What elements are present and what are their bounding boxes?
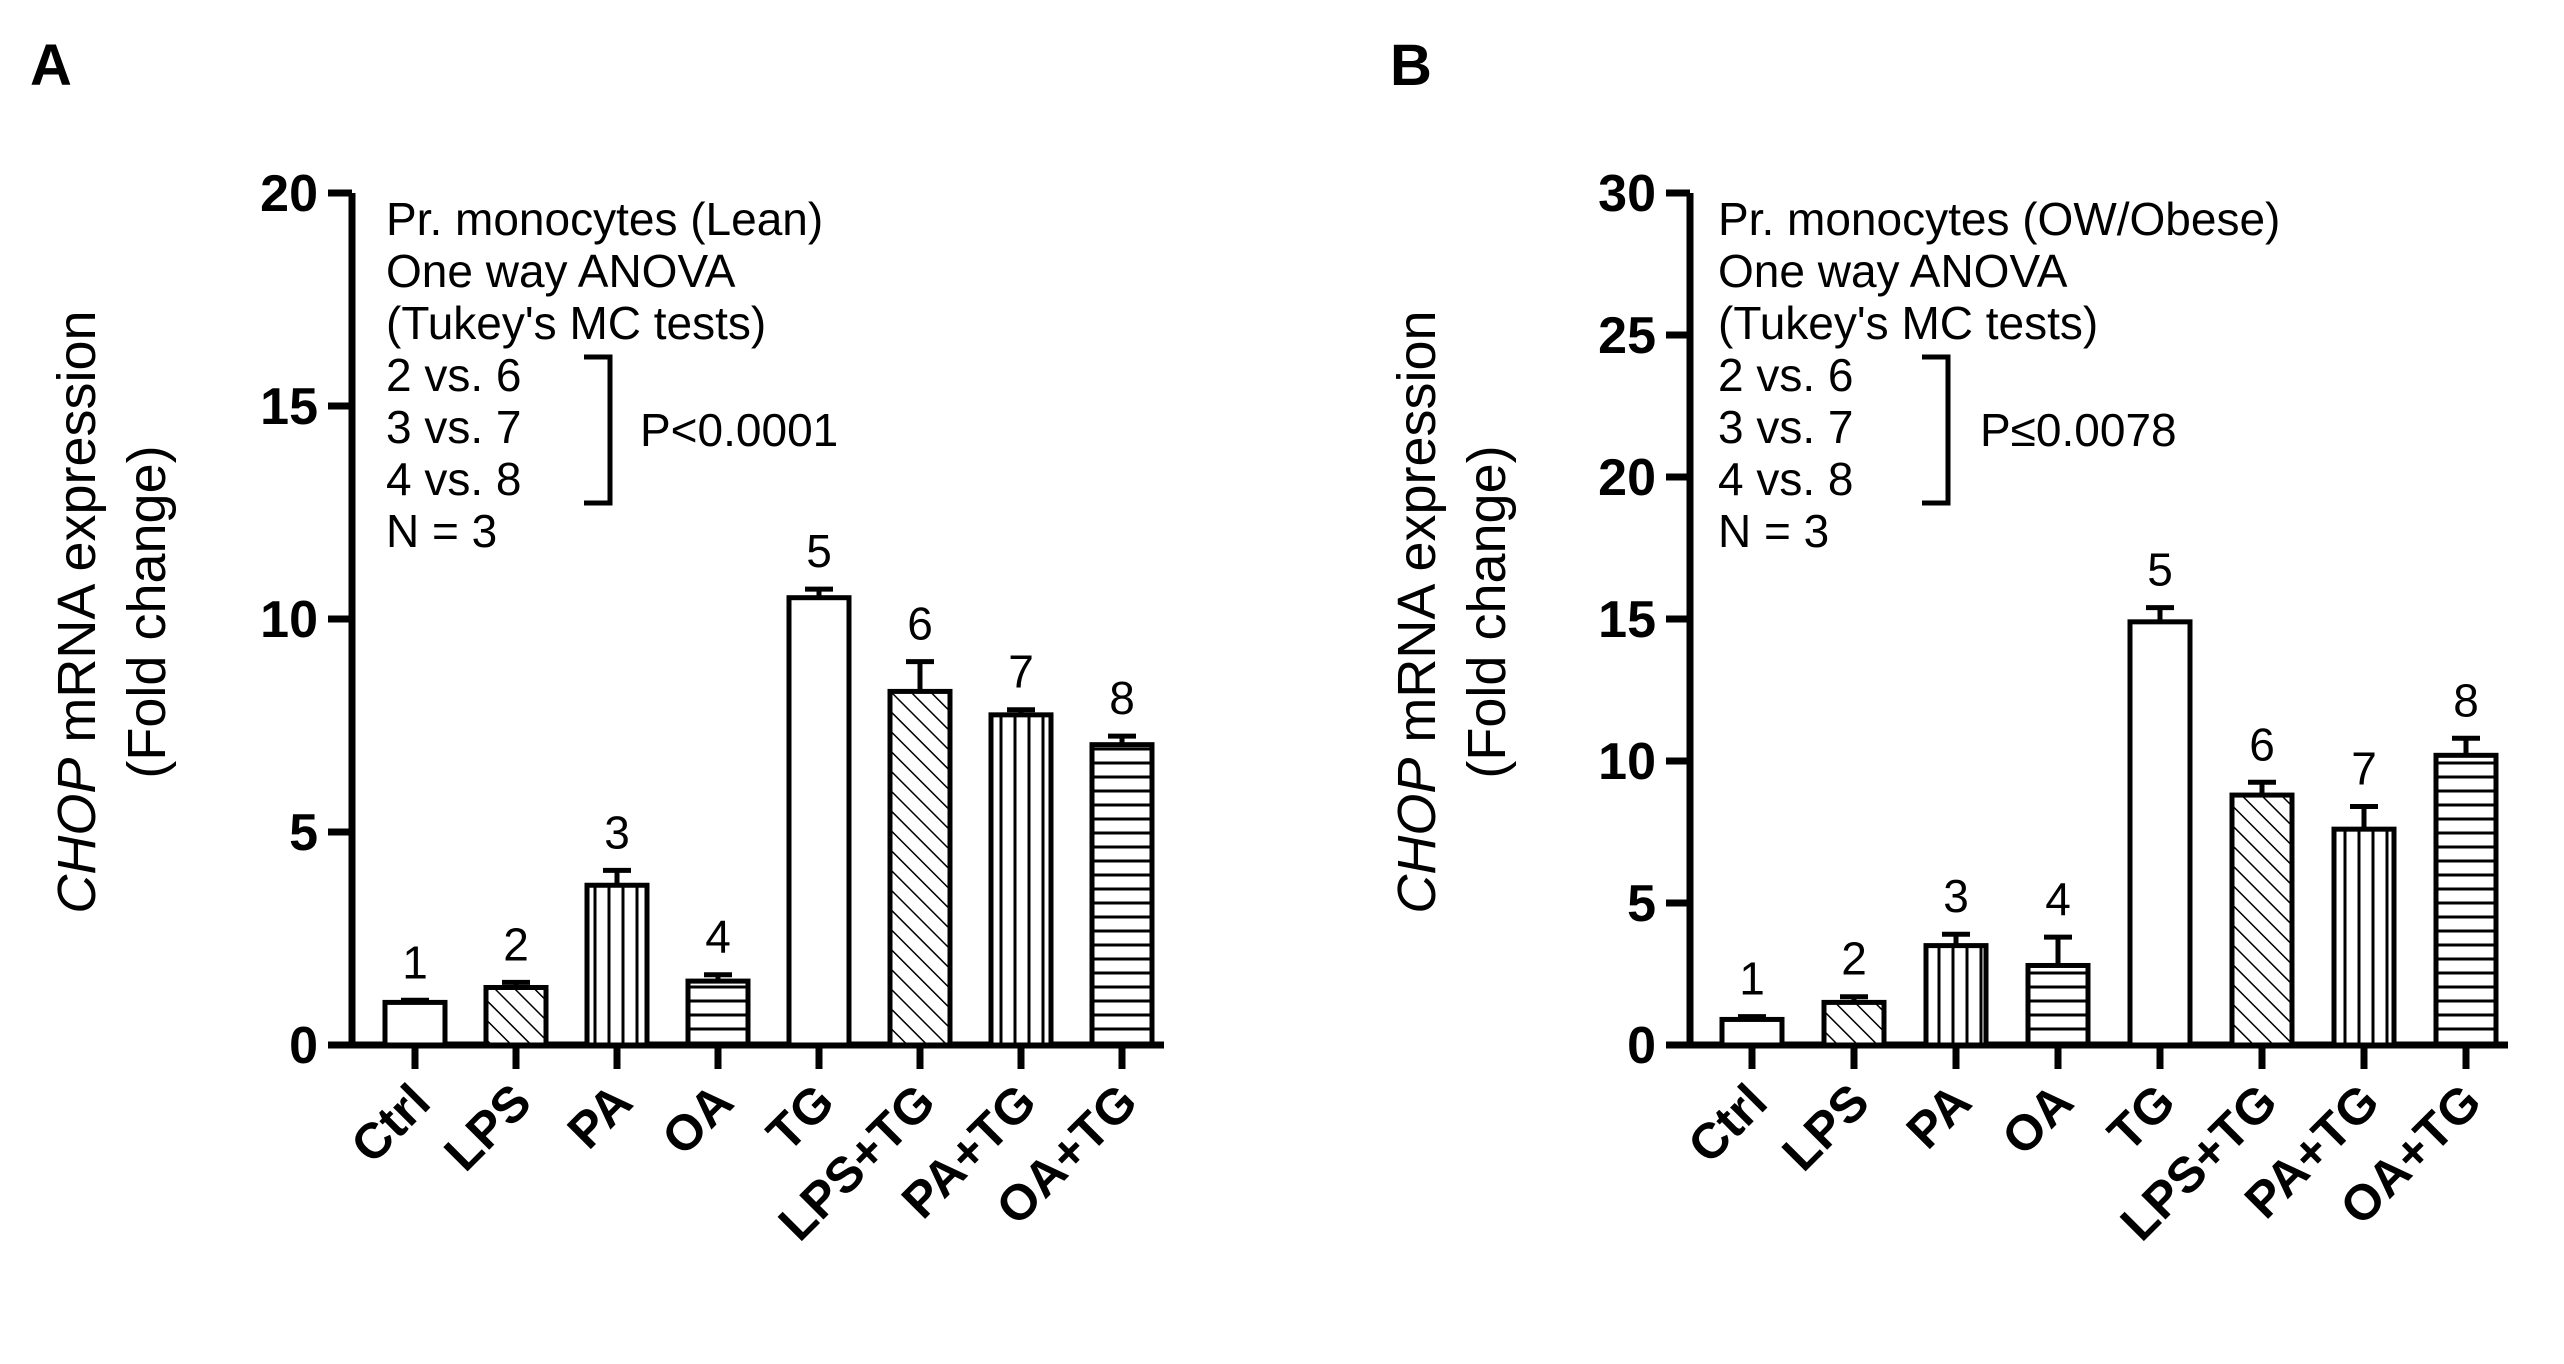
p1-comparison: 3 vs. 7 xyxy=(386,401,522,453)
p1-bar-pa-tg xyxy=(988,712,1054,1048)
p2-y-tick-label: 0 xyxy=(1627,1017,1656,1075)
p2-y-tick-label: 25 xyxy=(1598,307,1656,365)
p2-y-tick-label: 10 xyxy=(1598,733,1656,791)
p1-x-tick-label: PA xyxy=(557,1073,643,1159)
y-axis-label-b-rest: mRNA expression xyxy=(1387,310,1447,757)
panel-letter-a: A xyxy=(30,33,72,98)
p1-comparison-bracket xyxy=(584,354,613,506)
p1-annotation-line: Pr. monocytes (Lean) xyxy=(386,193,823,245)
p1-comparison: 2 vs. 6 xyxy=(386,349,522,401)
p2-annotation-line: Pr. monocytes (OW/Obese) xyxy=(1718,193,2280,245)
p1-n-count: N = 3 xyxy=(386,505,497,557)
p2-comparison-bracket xyxy=(1922,354,1951,506)
p1-bar-number: 6 xyxy=(907,598,933,650)
p2-bar-number: 4 xyxy=(2045,873,2071,925)
y-axis-label-b-line1: CHOP mRNA expression xyxy=(1387,310,1447,913)
p2-y-tick-label: 15 xyxy=(1598,591,1656,649)
plot-area-a: 051015201Ctrl2LPS3PA4OA5TG6LPS+TG7PA+TG8… xyxy=(260,165,1164,1251)
y-axis-label-a-italic: CHOP xyxy=(47,758,107,914)
p2-bar-pa-tg xyxy=(2331,826,2397,1048)
p2-bar-lps-tg xyxy=(2229,792,2295,1048)
p2-x-tick-label: LPS xyxy=(1771,1073,1879,1181)
p1-bar-number: 1 xyxy=(402,936,428,988)
p1-y-tick-label: 5 xyxy=(289,804,318,862)
p1-y-tick-label: 15 xyxy=(260,378,318,436)
y-axis-label-b-italic: CHOP xyxy=(1387,758,1447,914)
p2-bar-number: 7 xyxy=(2351,742,2377,794)
p2-annotation-line: (Tukey's MC tests) xyxy=(1718,297,2098,349)
p2-bar-number: 5 xyxy=(2147,544,2173,596)
p2-bar-number: 8 xyxy=(2453,674,2479,726)
panel-a: A CHOP mRNA expression (Fold change) 0 5 1… xyxy=(30,33,1164,1251)
p2-comparison: 3 vs. 7 xyxy=(1718,401,1854,453)
panel-b: B CHOP mRNA expression (Fold change) 0 5 1… xyxy=(1387,33,2508,1251)
p1-comparison: 4 vs. 8 xyxy=(386,453,522,505)
y-axis-label-a-line1: CHOP mRNA expression xyxy=(47,310,107,913)
p2-n-count: N = 3 xyxy=(1718,505,1829,557)
p2-bar-lps xyxy=(1821,999,1887,1048)
p1-bar-tg xyxy=(786,595,852,1048)
p2-bar-number: 2 xyxy=(1841,933,1867,985)
p1-p-value: P<0.0001 xyxy=(640,404,838,456)
p2-comparison: 4 vs. 8 xyxy=(1718,453,1854,505)
p1-y-tick-label: 20 xyxy=(260,165,318,223)
p1-bar-number: 5 xyxy=(806,525,832,577)
p1-bar-lps-tg xyxy=(887,688,953,1048)
p2-bar-tg xyxy=(2127,619,2193,1048)
y-axis-label-b-line2: (Fold change) xyxy=(1457,445,1517,778)
y-axis-label-a-rest: mRNA expression xyxy=(47,310,107,757)
p1-y-tick-label: 10 xyxy=(260,591,318,649)
p2-comparison: 2 vs. 6 xyxy=(1718,349,1854,401)
plot-area-b: 0510152025301Ctrl2LPS3PA4OA5TG6LPS+TG7PA… xyxy=(1598,165,2508,1251)
p2-bar-number: 1 xyxy=(1739,953,1765,1005)
p2-x-tick-label: OA xyxy=(1991,1073,2084,1166)
p2-p-value: P≤0.0078 xyxy=(1980,404,2177,456)
p2-bar-pa xyxy=(1923,943,1989,1048)
p2-bar-oa-tg xyxy=(2433,752,2499,1048)
p2-bar-number: 3 xyxy=(1943,870,1969,922)
p1-bar-number: 2 xyxy=(503,918,529,970)
p1-bar-number: 8 xyxy=(1109,672,1135,724)
p2-x-tick-label: PA xyxy=(1896,1073,1982,1159)
p1-y-tick-label: 0 xyxy=(289,1017,318,1075)
p1-annotation-line: (Tukey's MC tests) xyxy=(386,297,766,349)
p2-bar-ctrl xyxy=(1719,1016,1785,1048)
p2-annotation-line: One way ANOVA xyxy=(1718,245,2068,297)
p2-y-tick-label: 30 xyxy=(1598,165,1656,223)
p1-annotation-line: One way ANOVA xyxy=(386,245,736,297)
p1-bar-lps xyxy=(483,984,549,1048)
p2-bar-oa xyxy=(2025,962,2091,1048)
p1-x-tick-label: LPS xyxy=(433,1073,541,1181)
p1-bar-oa xyxy=(685,978,751,1048)
p1-x-tick-label: Ctrl xyxy=(340,1073,440,1173)
p1-bar-oa-tg xyxy=(1089,742,1155,1048)
panel-letter-b: B xyxy=(1390,33,1432,98)
p2-x-tick-label: Ctrl xyxy=(1677,1073,1777,1173)
p1-bar-pa xyxy=(584,882,650,1048)
p2-y-tick-label: 20 xyxy=(1598,449,1656,507)
p1-bar-number: 3 xyxy=(604,806,630,858)
p1-bar-number: 4 xyxy=(705,911,731,963)
p1-x-tick-label: OA xyxy=(651,1073,744,1166)
y-axis-label-a-line2: (Fold change) xyxy=(117,445,177,778)
p1-bar-number: 7 xyxy=(1008,646,1034,698)
p2-y-tick-label: 5 xyxy=(1627,875,1656,933)
p1-bar-ctrl xyxy=(382,999,448,1048)
p2-bar-number: 6 xyxy=(2249,718,2275,770)
